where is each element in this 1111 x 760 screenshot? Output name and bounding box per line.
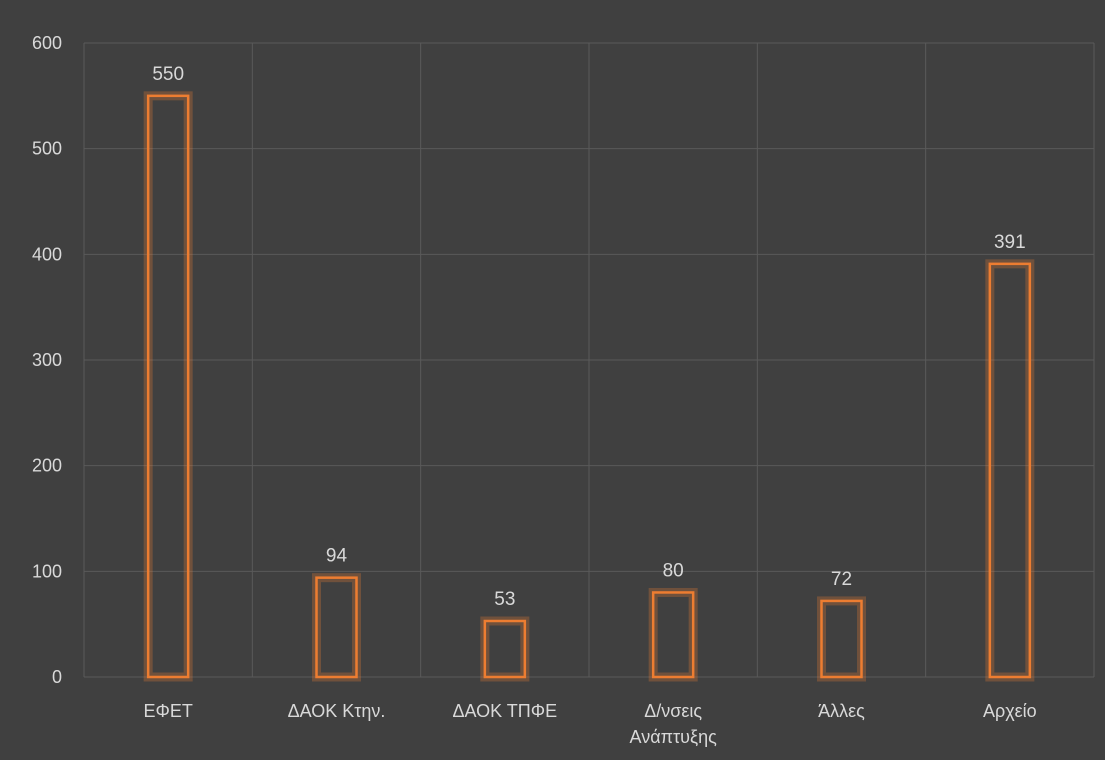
bars bbox=[143, 91, 1035, 682]
data-label: 550 bbox=[152, 64, 184, 85]
x-tick-label: Άλλες bbox=[818, 701, 865, 721]
y-tick-label: 400 bbox=[32, 244, 62, 264]
bar-glow bbox=[480, 616, 530, 682]
data-label: 80 bbox=[663, 560, 684, 581]
x-tick-label: Αρχείο bbox=[983, 701, 1037, 721]
y-tick-label: 300 bbox=[32, 350, 62, 370]
bar-glow bbox=[143, 91, 193, 682]
y-tick-label: 0 bbox=[52, 667, 62, 687]
bar bbox=[988, 262, 1032, 679]
bar bbox=[483, 619, 527, 679]
data-label: 391 bbox=[994, 232, 1026, 253]
gridlines bbox=[83, 42, 1095, 678]
x-axis-ticks: ΕΦΕΤ ΔΑΟΚ Κτην. ΔΑΟΚ ΤΠΦΕ Δ/νσεις Ανάπτυξης Ά… bbox=[143, 701, 1036, 747]
bar bbox=[820, 599, 863, 679]
x-tick-label: ΔΑΟΚ ΤΠΦΕ bbox=[452, 701, 557, 721]
y-tick-label: 500 bbox=[32, 139, 62, 159]
bar-glow bbox=[985, 259, 1035, 682]
x-tick-label: ΔΑΟΚ Κτην. bbox=[288, 701, 386, 721]
y-tick-label: 200 bbox=[32, 456, 62, 476]
bar bbox=[315, 576, 358, 679]
bar-glow bbox=[817, 596, 866, 682]
y-tick-label: 600 bbox=[32, 33, 62, 53]
x-tick-label: Δ/νσεις Ανάπτυξης bbox=[630, 701, 718, 747]
data-label: 94 bbox=[326, 546, 348, 567]
bar bbox=[146, 94, 190, 679]
bar-glow bbox=[312, 573, 361, 682]
data-label: 53 bbox=[494, 589, 515, 610]
y-tick-label: 100 bbox=[32, 561, 62, 581]
y-axis-ticks: 0 100 200 300 400 500 600 bbox=[32, 33, 62, 687]
bar bbox=[651, 591, 695, 679]
data-label: 72 bbox=[831, 569, 852, 590]
bar-glow bbox=[648, 587, 698, 682]
data-labels: 550 94 53 80 72 391 bbox=[152, 64, 1025, 610]
x-tick-label: ΕΦΕΤ bbox=[143, 701, 192, 721]
